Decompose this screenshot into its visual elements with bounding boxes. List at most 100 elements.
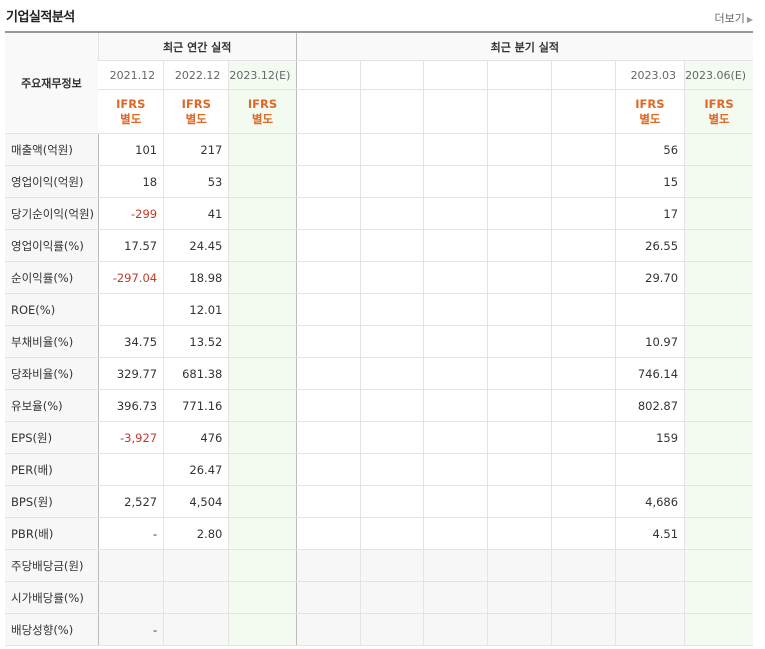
- table-cell: [163, 549, 229, 582]
- table-cell: -: [97, 517, 164, 550]
- corner-header: 주요재무정보: [5, 31, 99, 134]
- table-cell: [684, 485, 753, 518]
- table-row: BPS(원) 2,527 4,504 4,686: [5, 485, 753, 518]
- table-cell: [423, 229, 488, 262]
- table-cell: [684, 453, 753, 486]
- table-cell: [359, 133, 424, 166]
- table-cell: [423, 133, 488, 166]
- table-cell: 10.97: [614, 325, 685, 358]
- table-cell: [97, 293, 164, 326]
- row-label: 배당성향(%): [5, 613, 99, 646]
- table-cell: [359, 485, 424, 518]
- accounting-standard: [359, 89, 424, 134]
- table-cell: 34.75: [97, 325, 164, 358]
- table-cell: [359, 549, 424, 582]
- table-cell: [550, 293, 616, 326]
- table-cell: [550, 517, 616, 550]
- table-row: 영업이익(억원) 18 53 15: [5, 165, 753, 198]
- table-cell: [684, 549, 753, 582]
- table-cell: 476: [163, 421, 229, 454]
- table-cell: 15: [614, 165, 685, 198]
- table-cell: [684, 389, 753, 422]
- table-cell: [228, 421, 297, 454]
- table-row: 매출액(억원) 101 217 56: [5, 133, 753, 166]
- table-cell: [487, 293, 552, 326]
- table-cell: 17.57: [97, 229, 164, 262]
- table-cell: [97, 549, 164, 582]
- table-cell: -297.04: [97, 261, 164, 294]
- row-label: 주당배당금(원): [5, 549, 99, 582]
- table-cell: [228, 133, 297, 166]
- table-cell: [423, 357, 488, 390]
- table-cell: [550, 581, 616, 614]
- table-cell: -: [97, 613, 164, 646]
- accounting-standard: [487, 89, 552, 134]
- table-cell: [487, 229, 552, 262]
- table-cell: [295, 517, 361, 550]
- table-cell: [684, 421, 753, 454]
- table-row: PER(배) 26.47: [5, 453, 753, 486]
- table-cell: [550, 357, 616, 390]
- table-cell: [550, 229, 616, 262]
- table-cell: [228, 229, 297, 262]
- table-cell: 396.73: [97, 389, 164, 422]
- table-cell: [550, 453, 616, 486]
- period-header: [550, 60, 616, 90]
- table-cell: [359, 197, 424, 230]
- table-row: PBR(배) -2.80 4.51: [5, 517, 753, 550]
- more-link[interactable]: 더보기 ▶: [714, 10, 753, 26]
- table-cell: [487, 389, 552, 422]
- table-row: 순이익률(%) -297.04 18.98 29.70: [5, 261, 753, 294]
- table-cell: [423, 485, 488, 518]
- table-cell: [295, 165, 361, 198]
- table-cell: [295, 421, 361, 454]
- table-cell: [614, 581, 685, 614]
- table-cell: 746.14: [614, 357, 685, 390]
- row-label: 매출액(억원): [5, 133, 99, 166]
- row-label: 유보율(%): [5, 389, 99, 422]
- table-cell: -299: [97, 197, 164, 230]
- table-cell: 13.52: [163, 325, 229, 358]
- table-cell: [614, 549, 685, 582]
- accounting-standard: [423, 89, 488, 134]
- table-cell: 26.47: [163, 453, 229, 486]
- table-cell: [163, 581, 229, 614]
- table-row: 시가배당률(%): [5, 581, 753, 614]
- table-cell: [295, 549, 361, 582]
- accounting-standard: IFRS 별도: [684, 89, 753, 134]
- table-cell: [359, 389, 424, 422]
- table-cell: 159: [614, 421, 685, 454]
- table-cell: [359, 357, 424, 390]
- table-cell: [359, 421, 424, 454]
- table-row: 영업이익률(%) 17.57 24.45 26.55: [5, 229, 753, 262]
- table-cell: [423, 261, 488, 294]
- table-cell: 18.98: [163, 261, 229, 294]
- financial-table: 주요재무정보 최근 연간 실적 최근 분기 실적 2021.12 2022.12 2…: [5, 31, 753, 646]
- table-cell: [359, 261, 424, 294]
- table-cell: [684, 165, 753, 198]
- row-label: 영업이익률(%): [5, 229, 99, 262]
- table-cell: [295, 133, 361, 166]
- table-cell: [423, 325, 488, 358]
- table-cell: [423, 549, 488, 582]
- period-header: 2023.03: [614, 60, 685, 90]
- table-cell: [295, 613, 361, 646]
- table-cell: [228, 549, 297, 582]
- row-label: EPS(원): [5, 421, 99, 454]
- table-cell: [487, 549, 552, 582]
- table-cell: [684, 357, 753, 390]
- table-cell: [228, 613, 297, 646]
- row-label: PER(배): [5, 453, 99, 486]
- row-label: 당좌비율(%): [5, 357, 99, 390]
- chevron-right-icon: ▶: [746, 15, 753, 24]
- table-cell: [487, 165, 552, 198]
- table-cell: [295, 197, 361, 230]
- table-cell: [684, 133, 753, 166]
- table-cell: [684, 261, 753, 294]
- table-cell: 2.80: [163, 517, 229, 550]
- table-cell: 12.01: [163, 293, 229, 326]
- table-cell: 802.87: [614, 389, 685, 422]
- table-cell: [614, 293, 685, 326]
- row-label: 부채비율(%): [5, 325, 99, 358]
- table-cell: [423, 581, 488, 614]
